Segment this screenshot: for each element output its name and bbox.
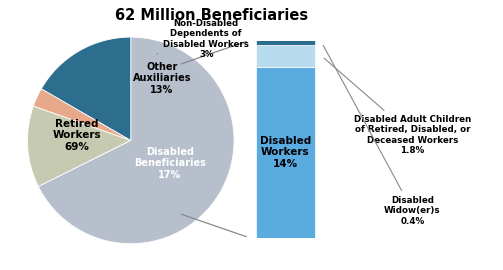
Wedge shape (28, 106, 131, 187)
Text: Retired
Workers
69%: Retired Workers 69% (53, 119, 102, 152)
Text: 62 Million Beneficiaries: 62 Million Beneficiaries (115, 8, 308, 23)
Wedge shape (41, 37, 131, 140)
Text: Disabled Adult Children
of Retired, Disabled, or
Deceased Workers
1.8%: Disabled Adult Children of Retired, Disa… (324, 58, 471, 155)
Text: Disabled
Widow(er)s
0.4%: Disabled Widow(er)s 0.4% (323, 45, 441, 225)
Text: Other
Auxiliaries
13%: Other Auxiliaries 13% (132, 62, 191, 95)
Wedge shape (38, 37, 234, 244)
Text: Disabled
Workers
14%: Disabled Workers 14% (260, 136, 311, 169)
Bar (256, 67, 315, 238)
Bar (256, 40, 315, 45)
Wedge shape (33, 89, 131, 140)
Text: Disabled
Beneficiaries
17%: Disabled Beneficiaries 17% (134, 147, 206, 180)
Bar (256, 45, 315, 67)
Text: Non-Disabled
Dependents of
Disabled Workers
3%: Non-Disabled Dependents of Disabled Work… (157, 19, 249, 59)
